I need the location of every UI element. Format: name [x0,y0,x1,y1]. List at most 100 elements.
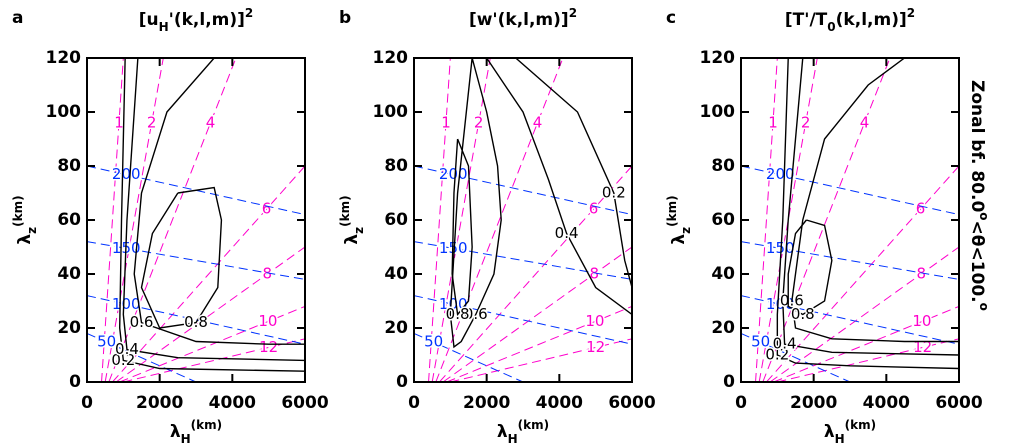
text-part: [u [139,10,159,30]
line-label: 4 [860,113,870,131]
text-part: H [181,432,191,446]
text-part: [T'/T [785,10,828,30]
contour-line [118,58,305,372]
text-part: λ [170,422,181,442]
text-part: λ [824,422,835,442]
line-label: 200 [766,165,795,183]
contour-line [741,332,851,382]
text-part: o [978,303,992,311]
contour-line [439,165,632,382]
x-tick-label: 4000 [536,393,583,413]
contour-line [108,58,237,382]
plot-frame [413,57,633,383]
contour-line [112,165,305,382]
y-tick-label: 120 [700,48,736,68]
contour-line [122,58,305,362]
y-tick-label: 100 [46,102,82,122]
contour-line [776,58,959,370]
contour-line [414,295,632,345]
x-axis-label: λH(km) [497,418,549,446]
contour-line [414,165,632,216]
contour-line [758,58,818,382]
contour-label: 0.6 [780,292,804,310]
contour-line [414,241,632,280]
contour-line [140,186,223,329]
panel: a [uH'(k,l,m)]2λH(km)λz(km)1 2 468101220015… [11,6,329,446]
contour-line [515,58,632,288]
text-part: (km) [518,418,549,432]
text-part: λ [669,234,689,245]
text-part: 0 [827,20,835,34]
contour-label: 0.2 [111,351,135,369]
y-tick-label: 80 [57,156,81,176]
line-label: 6 [262,200,272,218]
contour-line [431,58,491,382]
y-tick-label: 60 [384,210,408,230]
text-part: 2 [907,6,915,20]
y-axis-label: λz(km) [338,195,366,244]
line-label: 50 [751,333,770,351]
text-part: 2 [569,6,577,20]
panel-letter: a [12,8,23,28]
contour-label: 0.8 [446,305,470,323]
contour-line [741,165,959,216]
contour-line [442,246,632,382]
y-axis-label: λz(km) [665,195,693,244]
contour-line [87,332,197,382]
contour-line [446,305,632,382]
side-label: Zonal bf. 80.0o<θ<100.o [967,80,992,311]
contour-line [87,165,305,216]
contour-line [773,305,959,382]
line-label: 2 [801,113,811,131]
x-tick-label: 6000 [281,393,328,413]
y-tick-label: 20 [57,318,81,338]
y-tick-label: 100 [373,102,409,122]
panel-title: [T'/T0(k,l,m)]2 [785,6,915,34]
panel-letter: b [339,8,351,28]
line-label: 150 [766,239,795,257]
line-label: 1 [441,113,451,131]
contour-line [414,332,524,382]
line-label: 2 [474,113,484,131]
x-tick-label: 2000 [136,393,183,413]
text-part: (km) [845,418,876,432]
x-tick-label: 4000 [209,393,256,413]
contour-line [123,338,305,382]
line-label: 200 [112,165,141,183]
contour-line [87,241,305,280]
contour-line [104,58,164,382]
line-label: 8 [262,265,272,283]
contour-line [769,246,959,382]
y-tick-label: 0 [723,372,735,392]
line-label: 6 [916,200,926,218]
line-label: 100 [439,295,468,313]
contour-line [741,241,959,280]
x-axis-label: λH(km) [824,418,876,446]
line-label: 10 [912,312,931,330]
y-tick-label: 20 [384,318,408,338]
contour-line [133,58,305,345]
text-part: 2 [245,6,253,20]
y-axis-label: λz(km) [11,195,39,244]
contour-line [115,246,305,382]
panel-title: [uH'(k,l,m)]2 [139,6,254,34]
text-part: λ [342,234,362,245]
y-tick-label: 20 [711,318,735,338]
y-tick-label: 80 [384,156,408,176]
line-label: 2 [147,113,157,131]
contour-line [428,58,451,382]
contour-label: 0.8 [791,305,815,323]
line-label: 12 [586,338,605,356]
y-tick-label: 120 [46,48,82,68]
text-part: H [835,432,845,446]
y-tick-label: 120 [373,48,409,68]
contour-line [777,338,959,382]
x-tick-label: 0 [735,393,747,413]
y-tick-label: 0 [69,372,81,392]
line-label: 50 [97,333,116,351]
contour-label: 0.4 [773,335,797,353]
y-tick-label: 40 [711,264,735,284]
